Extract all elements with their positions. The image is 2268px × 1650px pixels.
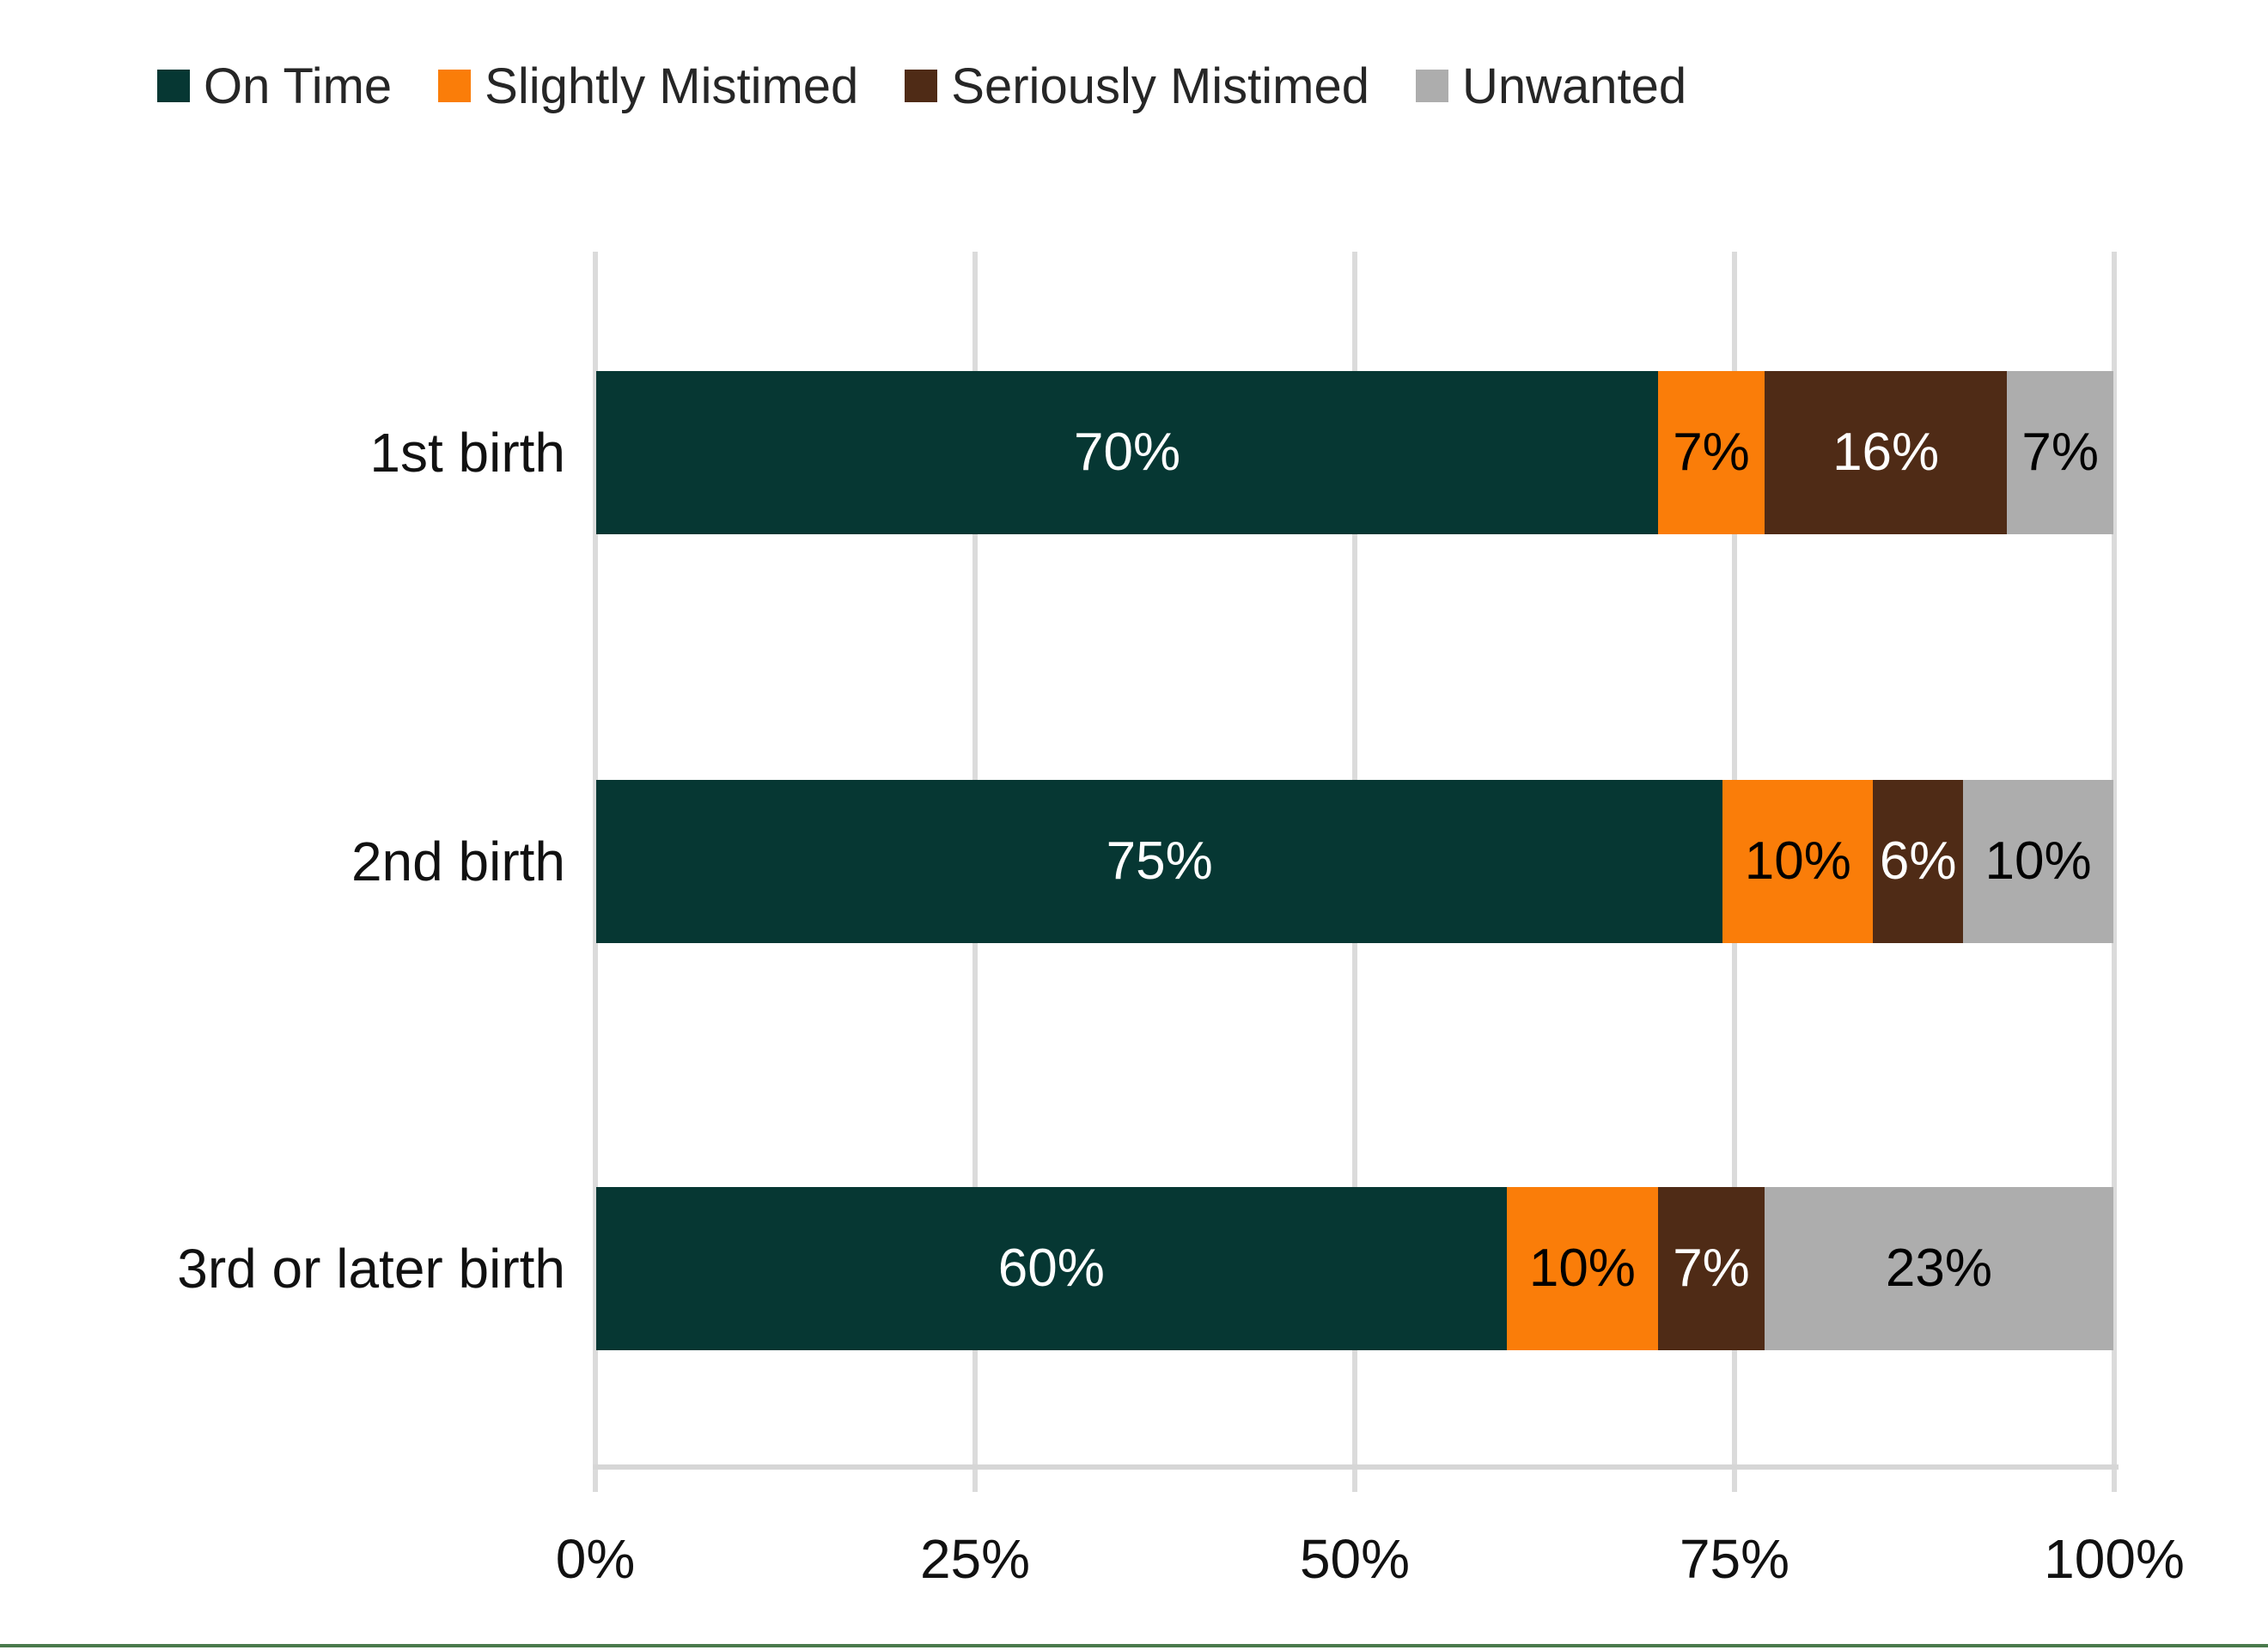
data-label: 7%	[2021, 423, 2099, 482]
data-label: 75%	[1106, 831, 1213, 891]
data-label: 10%	[1744, 831, 1851, 891]
bar-row: 75% 10% 6% 10%	[596, 780, 2113, 943]
legend-item: Slightly Mistimed	[438, 58, 858, 115]
legend-swatch-icon	[905, 70, 938, 102]
legend-label: Seriously Mistimed	[951, 58, 1369, 114]
gridline	[2112, 252, 2117, 1492]
data-label: 7%	[1673, 423, 1750, 482]
bar-segment: 10%	[1963, 780, 2113, 943]
bar-segment: 10%	[1506, 1187, 1659, 1350]
x-axis-tick-label: 50%	[1299, 1528, 1411, 1590]
legend-swatch-icon	[438, 70, 472, 102]
bar-segment: 7%	[1658, 1187, 1765, 1350]
legend-label: Slightly Mistimed	[485, 58, 859, 114]
legend-swatch-icon	[157, 70, 190, 102]
bottom-border-rule	[0, 1644, 2268, 1647]
bar-segment: 10%	[1722, 780, 1874, 943]
data-label: 23%	[1885, 1239, 1992, 1298]
legend-item: On Time	[157, 58, 392, 115]
category-label: 2nd birth	[351, 831, 565, 892]
category-label: 1st birth	[369, 422, 565, 484]
bar-segment: 6%	[1873, 780, 1964, 943]
bar-segment: 7%	[2007, 371, 2114, 534]
bar-segment: 23%	[1764, 1187, 2113, 1350]
x-axis-tick-label: 100%	[2044, 1528, 2185, 1590]
data-label: 60%	[997, 1239, 1105, 1298]
legend-label: Unwanted	[1461, 58, 1687, 114]
legend-label: On Time	[204, 58, 393, 114]
bar-row: 70% 7% 16% 7%	[596, 371, 2114, 534]
x-axis-line	[593, 1464, 2119, 1470]
legend-swatch-icon	[1415, 70, 1448, 102]
data-label: 16%	[1832, 423, 1940, 482]
bar-segment: 60%	[596, 1187, 1507, 1350]
gridline	[593, 252, 598, 1492]
legend: On Time Slightly Mistimed Seriously Mistim…	[157, 47, 1686, 125]
bar-segment: 75%	[596, 780, 1723, 943]
bar-segment: 16%	[1764, 371, 2008, 534]
data-label: 6%	[1879, 831, 1957, 891]
bar-row: 60% 10% 7% 23%	[596, 1187, 2113, 1350]
legend-item: Unwanted	[1415, 58, 1687, 115]
bar-segment: 70%	[596, 371, 1659, 534]
x-axis-tick-label: 75%	[1679, 1528, 1790, 1590]
x-axis-tick-label: 0%	[555, 1528, 636, 1590]
x-axis-tick-label: 25%	[919, 1528, 1031, 1590]
data-label: 10%	[1984, 831, 2092, 891]
data-label: 7%	[1673, 1239, 1750, 1298]
legend-item: Seriously Mistimed	[905, 58, 1369, 115]
bar-segment: 7%	[1658, 371, 1765, 534]
data-label: 10%	[1528, 1239, 1636, 1298]
category-label: 3rd or later birth	[177, 1238, 565, 1300]
data-label: 70%	[1074, 423, 1181, 482]
